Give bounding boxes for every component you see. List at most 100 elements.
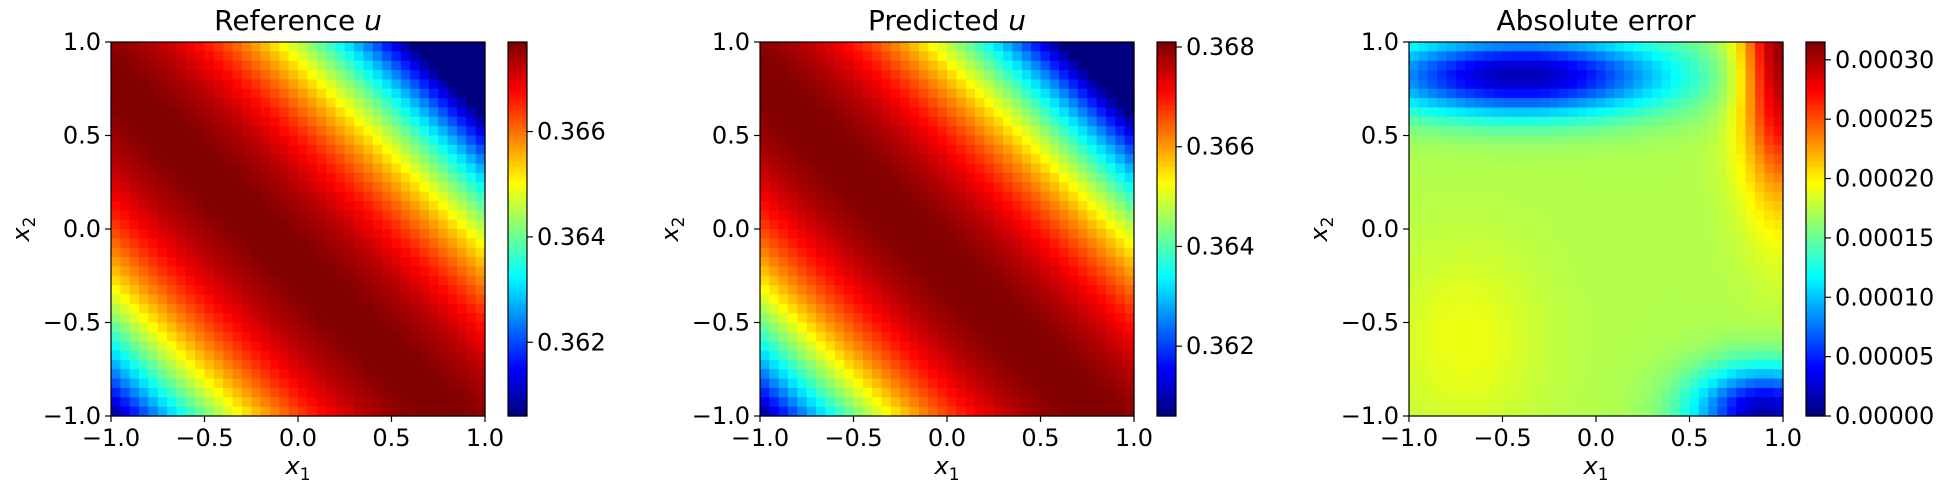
heatmap-cell: [816, 303, 827, 314]
heatmap-cell: [1021, 359, 1032, 370]
heatmap-cell: [129, 200, 140, 211]
heatmap-cell: [937, 182, 948, 193]
heatmap-cell: [844, 116, 855, 127]
heatmap-cell: [232, 322, 243, 333]
heatmap-cell: [937, 219, 948, 230]
x-tick-label: −0.5: [824, 424, 882, 452]
heatmap-cell: [853, 163, 864, 174]
heatmap-cell: [956, 294, 967, 305]
heatmap-cell: [1493, 51, 1504, 62]
heatmap-cell: [1661, 294, 1672, 305]
heatmap-cell: [307, 154, 318, 165]
heatmap-cell: [1493, 107, 1504, 118]
heatmap-cell: [391, 79, 402, 90]
heatmap-cell: [1012, 98, 1023, 109]
heatmap-cell: [447, 303, 458, 314]
heatmap-cell: [251, 257, 262, 267]
heatmap-cell: [1661, 331, 1672, 342]
heatmap-cell: [157, 322, 168, 333]
heatmap-cell: [288, 387, 299, 398]
heatmap-cell: [1124, 285, 1135, 296]
heatmap-cell: [909, 126, 920, 137]
heatmap-cell: [447, 107, 458, 118]
heatmap-cell: [372, 172, 383, 183]
heatmap-cell: [391, 275, 402, 286]
heatmap-cell: [928, 313, 939, 324]
heatmap-cell: [1012, 200, 1023, 211]
heatmap-cell: [1409, 135, 1419, 146]
heatmap-cell: [1511, 369, 1522, 380]
heatmap-cell: [872, 107, 883, 118]
colorbar-band: [1157, 56, 1176, 62]
heatmap-cell: [1745, 219, 1756, 230]
heatmap-cell: [965, 107, 976, 118]
heatmap-cell: [1040, 294, 1051, 305]
heatmap-cell: [1077, 322, 1088, 333]
heatmap-cell: [1577, 210, 1588, 221]
heatmap-cell: [1427, 126, 1438, 137]
heatmap-cell: [298, 285, 308, 296]
heatmap-cell: [1059, 266, 1070, 277]
heatmap-cell: [1446, 107, 1457, 118]
heatmap-cell: [1003, 154, 1014, 165]
heatmap-cell: [760, 116, 770, 127]
heatmap-cell: [788, 294, 798, 305]
heatmap-cell: [428, 247, 439, 258]
heatmap-cell: [1726, 285, 1737, 296]
heatmap-cell: [1012, 303, 1023, 314]
heatmap-cell: [1068, 144, 1079, 155]
heatmap-cell: [1474, 341, 1485, 352]
heatmap-cell: [1077, 98, 1088, 109]
heatmap-cell: [947, 42, 957, 52]
heatmap-cell: [279, 60, 290, 71]
heatmap-cell: [1614, 247, 1625, 258]
colorbar-band: [508, 303, 527, 309]
heatmap-cell: [410, 88, 421, 99]
heatmap-cell: [1115, 51, 1126, 62]
heatmap-cell: [176, 154, 187, 165]
heatmap-cell: [344, 210, 355, 221]
heatmap-cell: [965, 98, 976, 109]
heatmap-cell: [928, 42, 939, 52]
heatmap-cell: [157, 266, 168, 277]
heatmap-cell: [428, 331, 439, 342]
heatmap-cell: [825, 238, 836, 249]
heatmap-cell: [1633, 219, 1644, 230]
heatmap-cell: [825, 378, 836, 389]
heatmap-cell: [1087, 313, 1098, 324]
heatmap-cell: [466, 200, 477, 211]
heatmap-cell: [176, 331, 187, 342]
heatmap-cell: [918, 397, 929, 408]
heatmap-cell: [400, 144, 411, 155]
heatmap-cell: [1614, 294, 1625, 305]
heatmap-cell: [769, 303, 780, 314]
heatmap-cell: [1680, 79, 1691, 90]
heatmap-cell: [148, 98, 159, 109]
heatmap-cell: [148, 135, 159, 146]
heatmap-cell: [1521, 350, 1532, 361]
heatmap-cell: [1652, 359, 1663, 370]
heatmap-cell: [1409, 238, 1419, 249]
heatmap-cell: [326, 238, 336, 249]
heatmap-cell: [129, 79, 140, 90]
heatmap-cell: [167, 107, 178, 118]
heatmap-cell: [862, 350, 873, 361]
colorbar-band: [508, 300, 527, 305]
heatmap-cell: [326, 397, 336, 408]
heatmap-cell: [1427, 266, 1438, 277]
heatmap-cell: [298, 154, 308, 165]
heatmap-cell: [806, 359, 817, 370]
heatmap-cell: [1446, 397, 1457, 408]
heatmap-cell: [1754, 238, 1765, 249]
heatmap-cell: [185, 70, 196, 80]
heatmap-cell: [1021, 88, 1032, 99]
heatmap-cell: [213, 294, 224, 305]
heatmap-cell: [1418, 350, 1429, 361]
heatmap-cell: [1427, 378, 1438, 389]
heatmap-cell: [1745, 42, 1756, 52]
heatmap-cell: [1003, 303, 1014, 314]
heatmap-cell: [1483, 294, 1494, 305]
heatmap-cell: [129, 42, 140, 52]
heatmap-cell: [1773, 229, 1784, 239]
heatmap-cell: [1437, 191, 1447, 202]
